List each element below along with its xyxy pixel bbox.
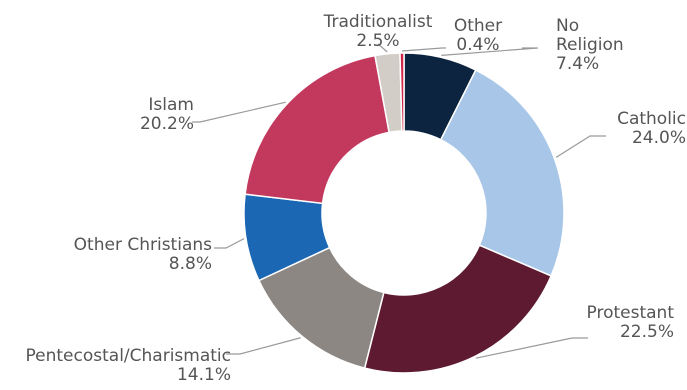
label-pentecostal-charismatic: Pentecostal/Charismatic 14.1% [26,346,232,385]
value-label: 2.5% [356,31,399,51]
value-label: 7.4% [556,54,599,74]
slice-islam [244,54,390,205]
category-label: Islam [148,95,194,115]
value-label: 14.1% [177,365,231,385]
label-no-religion: No Religion 7.4% [556,16,624,74]
value-label: 8.8% [169,254,212,274]
leader-line-islam [192,101,286,123]
value-label: 0.4% [456,35,499,55]
label-other-christians: Other Christians 8.8% [74,235,212,274]
slice-protestant [363,244,553,374]
leader-line-pentecostal-charismatic [226,337,301,355]
label-other: Other 0.4% [454,16,502,55]
leader-line-protestant [475,337,588,359]
label-catholic: Catholic 24.0% [617,109,686,148]
slice-other [399,52,405,132]
label-traditionalist: Traditionalist 2.5% [323,12,433,51]
category-label: Traditionalist [323,12,433,32]
label-islam: Islam 20.2% [140,95,194,134]
category-label: No [556,16,579,36]
category-label: Other [454,16,502,36]
category-label: Other Christians [74,235,212,255]
label-protestant: Protestant 22.5% [587,303,675,342]
leader-line-catholic [555,135,606,158]
leader-line-other-christians [214,238,245,249]
category-label: Religion [556,35,624,55]
category-label: Pentecostal/Charismatic [26,346,232,366]
leader-line-traditionalist [377,43,388,53]
value-label: 22.5% [620,322,674,342]
leader-line-no-religion [441,47,539,56]
leader-lines-group [192,43,606,359]
category-label: Protestant [587,303,675,323]
slices-group [243,52,565,374]
leader-line-other [401,47,446,52]
slice-catholic [439,69,565,277]
value-label: 24.0% [632,128,686,148]
category-label: Catholic [617,109,686,129]
value-label: 20.2% [140,114,194,134]
labels-group: No Religion 7.4% Catholic 24.0% Protestant 22.… [26,12,687,385]
